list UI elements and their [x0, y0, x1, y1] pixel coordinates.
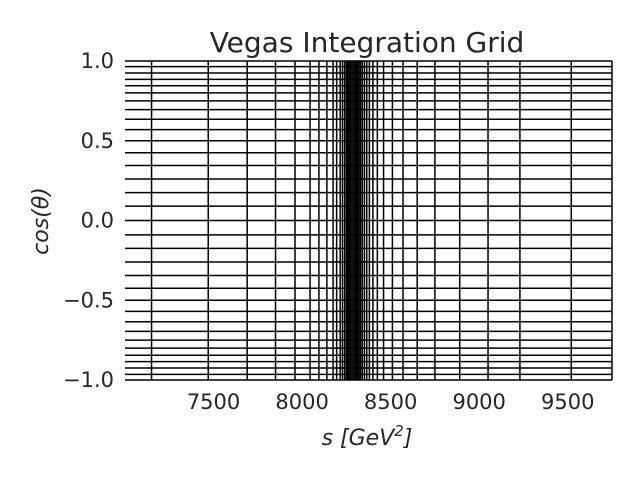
x-tick-label: 8000: [275, 390, 328, 414]
y-axis-label: cos(θ): [29, 187, 54, 255]
x-axis-label: s [GeV2]: [322, 422, 413, 451]
x-tick-label: 7500: [187, 390, 240, 414]
y-tick-label: 0.0: [81, 209, 114, 233]
chart-title: Vegas Integration Grid: [210, 26, 525, 59]
y-tick-label: −0.5: [63, 288, 114, 312]
plot-area: [125, 60, 613, 381]
y-axis: −1.0 −0.5 0.0 0.5 1.0: [63, 49, 114, 392]
y-tick-label: 1.0: [81, 49, 114, 73]
x-axis-label-base: s [GeV: [322, 426, 397, 451]
x-tick-label: 8500: [364, 390, 417, 414]
x-tick-label: 9000: [452, 390, 505, 414]
y-tick-label: −1.0: [63, 368, 114, 392]
x-axis-label-superscript: 2: [394, 422, 404, 440]
x-tick-label: 9500: [541, 390, 594, 414]
y-tick-label: 0.5: [81, 129, 114, 153]
x-axis-label-close: ]: [403, 426, 413, 451]
x-axis: 7500 8000 8500 9000 9500: [187, 390, 595, 414]
